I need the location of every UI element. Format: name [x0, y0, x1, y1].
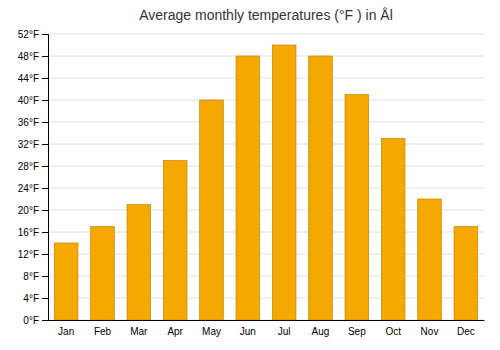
y-tick-mark [42, 122, 48, 123]
y-tick-label: 36°F [18, 117, 39, 128]
x-tick-label: Mar [130, 326, 148, 337]
x-axis: Jan Feb Mar Apr May Jun Jul Aug Sep Oct Nov Dec [49, 320, 485, 337]
x-tick-label: Apr [167, 326, 183, 337]
y-tick-mark [42, 78, 48, 79]
y-tick: 40°F [18, 95, 48, 106]
y-tick: 0°F [23, 315, 48, 326]
y-tick: 20°F [18, 205, 48, 216]
bars [54, 45, 477, 320]
bar [345, 95, 369, 321]
bar [454, 227, 478, 321]
x-tick: Oct [385, 320, 401, 337]
x-tick-label: Oct [385, 326, 401, 337]
x-tick: Jan [58, 320, 74, 337]
y-tick-label: 32°F [18, 139, 39, 150]
y-tick-mark [42, 320, 48, 321]
x-tick: Mar [130, 320, 148, 337]
x-tick-label: Jun [240, 326, 256, 337]
y-tick-label: 4°F [23, 293, 39, 304]
y-tick: 44°F [18, 73, 48, 84]
y-tick-label: 20°F [18, 205, 39, 216]
grid-line [48, 188, 484, 189]
grid-line [48, 144, 484, 145]
x-tick: May [202, 320, 221, 337]
y-tick-mark [42, 254, 48, 255]
x-tick-label: Feb [94, 326, 112, 337]
y-tick: 24°F [18, 183, 48, 194]
plot: 0°F 4°F 8°F 12°F 16°F 20°F 24°F 28°F 32°F 36°F 40°… [18, 29, 485, 337]
grid-line [48, 34, 484, 35]
y-tick-label: 24°F [18, 183, 39, 194]
x-tick-label: Dec [457, 326, 475, 337]
x-tick: Sep [348, 320, 366, 337]
y-tick: 8°F [23, 271, 48, 282]
grid-line [48, 100, 484, 101]
x-tick: Aug [312, 320, 330, 337]
y-tick: 16°F [18, 227, 48, 238]
y-tick-label: 44°F [18, 73, 39, 84]
y-tick-label: 40°F [18, 95, 39, 106]
y-tick-label: 48°F [18, 51, 39, 62]
y-tick-mark [42, 100, 48, 101]
x-tick-label: Nov [421, 326, 439, 337]
y-tick-mark [42, 276, 48, 277]
chart: 0°F 4°F 8°F 12°F 16°F 20°F 24°F 28°F 32°F 36°F 40°… [0, 0, 500, 350]
bar [418, 199, 442, 320]
x-tick: Nov [421, 320, 439, 337]
y-tick-label: 0°F [23, 315, 39, 326]
y-tick-label: 12°F [18, 249, 39, 260]
y-tick: 28°F [18, 161, 48, 172]
bar [309, 56, 333, 320]
y-tick: 32°F [18, 139, 48, 150]
x-tick: Jun [240, 320, 256, 337]
x-tick: Jul [278, 320, 291, 337]
y-tick-mark [42, 188, 48, 189]
y-tick-label: 52°F [18, 29, 39, 40]
y-axis-line [42, 35, 49, 321]
y-tick-mark [42, 56, 48, 57]
bar [272, 45, 296, 320]
y-tick: 12°F [18, 249, 48, 260]
y-tick-mark [42, 298, 48, 299]
grid-line [48, 78, 484, 79]
y-tick-mark [42, 144, 48, 145]
grid-line [48, 166, 484, 167]
y-tick-label: 8°F [23, 271, 39, 282]
x-tick-label: May [202, 326, 221, 337]
bar [127, 205, 151, 321]
y-tick-mark [42, 34, 48, 35]
y-tick: 52°F [18, 29, 48, 40]
y-tick-mark [42, 210, 48, 211]
x-tick-label: Sep [348, 326, 366, 337]
y-tick-mark [42, 166, 48, 167]
x-tick-label: Aug [312, 326, 330, 337]
x-tick-label: Jul [278, 326, 291, 337]
title: Average monthly temperatures (°F ) in Ål [139, 7, 393, 23]
bar [381, 139, 405, 321]
x-tick: Dec [457, 320, 475, 337]
x-axis-line [49, 320, 485, 321]
grid [48, 34, 484, 320]
y-axis: 0°F 4°F 8°F 12°F 16°F 20°F 24°F 28°F 32°F 36°F 40°… [18, 29, 49, 326]
bar [54, 243, 78, 320]
y-tick-label: 28°F [18, 161, 39, 172]
y-tick: 48°F [18, 51, 48, 62]
x-tick: Apr [167, 320, 183, 337]
y-tick-mark [42, 232, 48, 233]
y-tick-label: 16°F [18, 227, 39, 238]
bar [236, 56, 260, 320]
x-tick: Feb [94, 320, 112, 337]
bar [163, 161, 187, 321]
y-tick: 4°F [23, 293, 48, 304]
grid-line [48, 122, 484, 123]
bar [200, 100, 224, 320]
grid-line [48, 56, 484, 57]
bar [91, 227, 115, 321]
y-tick: 36°F [18, 117, 48, 128]
x-tick-label: Jan [58, 326, 74, 337]
